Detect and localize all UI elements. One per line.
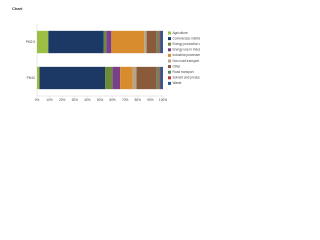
- x-tick-label: 0%: [35, 98, 40, 102]
- x-tick-label: 70%: [122, 98, 129, 102]
- legend-swatch: [168, 37, 171, 41]
- bar-segment: [159, 66, 161, 90]
- bar-segment: [39, 66, 106, 90]
- legend-label: Solvent and product use: [173, 76, 201, 80]
- legend-label: Energy use in industry: [173, 48, 201, 52]
- bar-segment: [120, 66, 133, 90]
- x-tick-label: 20%: [59, 98, 66, 102]
- legend-label: Agriculture: [173, 31, 188, 35]
- legend-label: Commercial, institutional and households: [173, 36, 201, 40]
- legend-label: Road transport: [173, 70, 194, 74]
- bar-segment: [106, 30, 112, 54]
- bar-segment: [103, 30, 107, 54]
- legend-swatch: [168, 59, 171, 63]
- y-tick-label: PM2.5: [26, 40, 35, 44]
- x-tick-label: 10%: [46, 98, 53, 102]
- x-tick-label: 30%: [72, 98, 79, 102]
- bar-segment: [105, 66, 113, 90]
- legend-label: Industrial processes: [173, 53, 201, 57]
- bar-segment: [37, 66, 40, 90]
- bar-segment: [156, 66, 160, 90]
- bar-segment: [37, 30, 49, 54]
- legend-swatch: [168, 70, 171, 74]
- bar-segment: [136, 66, 157, 90]
- legend-swatch: [168, 65, 171, 69]
- legend-swatch: [168, 81, 171, 85]
- legend-label: Energy production and distribution: [173, 42, 201, 46]
- bar-segment: [48, 30, 104, 54]
- background: [0, 0, 200, 123]
- bar-segment: [146, 30, 157, 54]
- bar-segment: [160, 66, 163, 90]
- bar-segment: [112, 66, 121, 90]
- legend-swatch: [168, 48, 171, 52]
- x-tick-label: 90%: [147, 98, 154, 102]
- legend-swatch: [168, 76, 171, 80]
- bar-segment: [159, 30, 161, 54]
- bar-segment: [111, 30, 145, 54]
- x-tick-label: 40%: [84, 98, 91, 102]
- chart: Chart 0% 10% 20% 30% 40% 50% 60% 70% 80% 90% 100% P…: [0, 0, 200, 123]
- bar-segment: [156, 30, 160, 54]
- x-tick-label: 60%: [109, 98, 116, 102]
- legend-label: Non-road transport: [173, 59, 200, 63]
- x-tick-label: 80%: [135, 98, 142, 102]
- legend-swatch: [168, 42, 171, 46]
- x-tick-label: 50%: [97, 98, 104, 102]
- legend-swatch: [168, 31, 171, 35]
- legend-label: Other: [173, 64, 182, 68]
- y-tick-label: PM10: [27, 76, 36, 80]
- legend-label: Waste: [173, 81, 182, 85]
- legend-swatch: [168, 53, 171, 57]
- bar-segment: [132, 66, 137, 90]
- bar-segment: [144, 30, 147, 54]
- x-tick-label: 100%: [159, 98, 167, 102]
- bar-segment: [160, 30, 163, 54]
- chart-title: Chart: [12, 6, 23, 11]
